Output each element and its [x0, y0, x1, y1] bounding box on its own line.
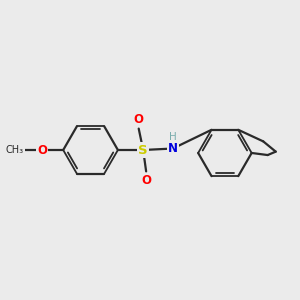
Text: O: O: [142, 174, 152, 188]
Text: S: S: [138, 143, 148, 157]
Text: H: H: [169, 132, 177, 142]
Text: O: O: [38, 143, 47, 157]
Text: CH₃: CH₃: [6, 145, 24, 155]
Text: O: O: [133, 112, 143, 126]
Text: N: N: [168, 142, 178, 155]
